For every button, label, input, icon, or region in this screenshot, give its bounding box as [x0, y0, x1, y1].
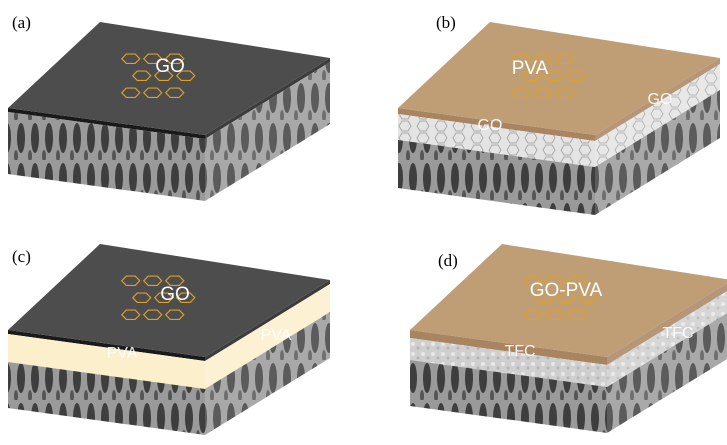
panel-label: (a) [12, 13, 31, 32]
side-label: TFC [662, 325, 693, 342]
side-label: GO [648, 91, 673, 108]
side-label: GO [478, 117, 503, 134]
panel-label: (b) [436, 13, 456, 32]
side-label: PVA [261, 327, 292, 344]
panel-label: (c) [12, 247, 31, 266]
blocks [8, 22, 727, 435]
side-label: TFC [504, 343, 535, 360]
figure: (a) GO (b) PVA GO GO (c) GO PVA PVA (d) … [0, 0, 727, 445]
center-label: PVA [512, 58, 549, 79]
center-label: GO [155, 56, 185, 77]
center-label: GO-PVA [530, 280, 603, 301]
panel-label: (d) [438, 251, 458, 270]
center-label: GO [160, 284, 190, 305]
side-label: PVA [107, 345, 138, 362]
